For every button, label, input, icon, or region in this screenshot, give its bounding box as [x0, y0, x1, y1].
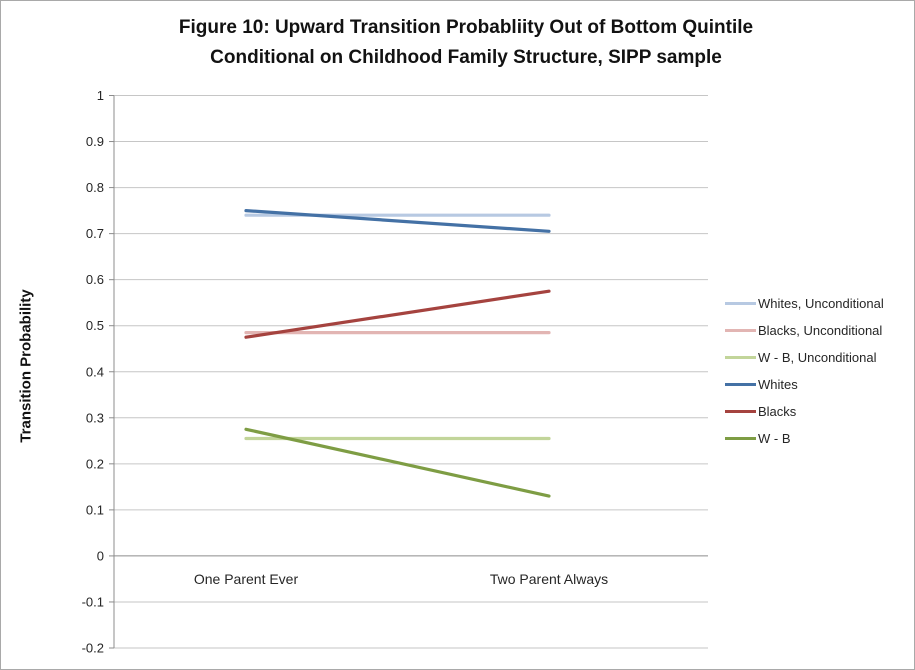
legend-item: W - B, Unconditional	[725, 344, 884, 371]
x-category-label: One Parent Ever	[194, 571, 299, 587]
legend-item: Whites, Unconditional	[725, 290, 884, 317]
legend: Whites, Unconditional Blacks, Uncondition…	[725, 290, 884, 452]
y-tick-label: -0.2	[82, 641, 104, 656]
legend-line-swatch	[725, 356, 756, 359]
legend-line-swatch	[725, 302, 756, 305]
legend-line-swatch	[725, 329, 756, 332]
y-tick-label: 0.3	[86, 410, 104, 425]
legend-line-swatch	[725, 410, 756, 413]
legend-item: W - B	[725, 425, 884, 452]
y-tick-label: 0.9	[86, 134, 104, 149]
series-line-whites	[244, 209, 551, 233]
y-tick-label: 0.7	[86, 226, 104, 241]
y-tick-label: 0.2	[86, 456, 104, 471]
chart-title: Figure 10: Upward Transition Probabliity…	[16, 13, 914, 73]
legend-label: Blacks	[758, 404, 797, 419]
y-tick-label: 0.4	[86, 364, 104, 379]
legend-line-swatch	[725, 437, 756, 440]
series-line-blacks	[244, 289, 551, 339]
legend-item: Whites	[725, 371, 884, 398]
y-tick-label: -0.1	[82, 594, 104, 609]
legend-item: Blacks, Unconditional	[725, 317, 884, 344]
legend-label: Whites, Unconditional	[758, 296, 884, 311]
legend-label: W - B	[758, 431, 791, 446]
y-tick-label: 0.5	[86, 318, 104, 333]
y-tick-label: 0.8	[86, 180, 104, 195]
y-tick-label: 0	[97, 548, 104, 563]
y-tick-label: 1	[97, 88, 104, 103]
legend-label: W - B, Unconditional	[758, 350, 877, 365]
chart-title-line1: Figure 10: Upward Transition Probabliity…	[178, 17, 754, 38]
y-tick-label: 0.6	[86, 272, 104, 287]
legend-line-swatch	[725, 383, 756, 386]
legend-label: Whites	[758, 377, 798, 392]
series-line-w-b	[244, 427, 551, 498]
y-tick-label: 0.1	[86, 502, 104, 517]
x-category-label: Two Parent Always	[490, 571, 608, 587]
legend-item: Blacks	[725, 398, 884, 425]
chart-title-line2: Conditional on Childhood Family Structur…	[210, 47, 722, 68]
legend-label: Blacks, Unconditional	[758, 323, 883, 338]
